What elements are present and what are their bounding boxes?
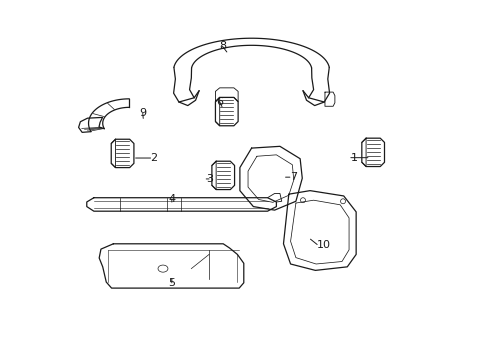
Text: 10: 10	[317, 239, 330, 249]
Text: 4: 4	[168, 194, 175, 204]
Text: 6: 6	[216, 97, 223, 107]
Text: 3: 3	[206, 174, 213, 184]
Text: 2: 2	[150, 153, 157, 163]
Text: 9: 9	[139, 108, 146, 118]
Text: 8: 8	[219, 41, 225, 51]
Text: 7: 7	[289, 172, 296, 182]
Text: 5: 5	[168, 278, 175, 288]
Text: 1: 1	[350, 153, 357, 163]
